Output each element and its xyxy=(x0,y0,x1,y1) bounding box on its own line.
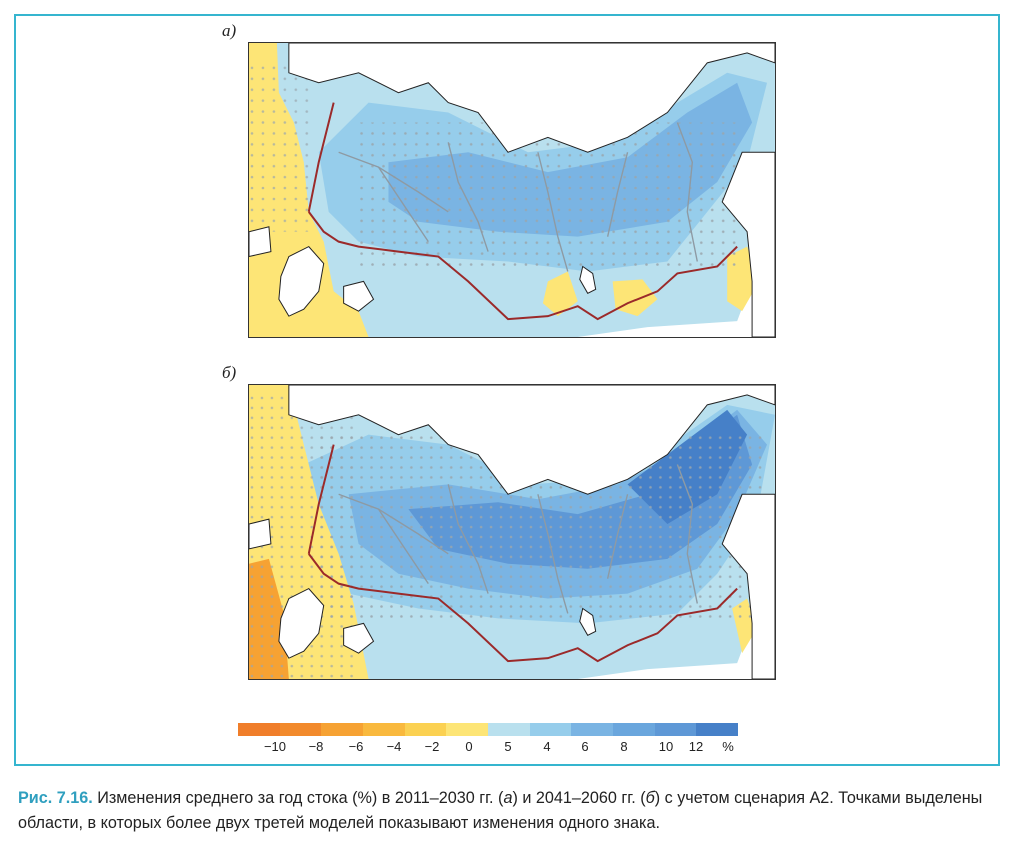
caption-text: ) с учетом сценария А2. Точками выделены… xyxy=(18,789,983,832)
legend-tick: −8 xyxy=(308,739,324,754)
legend-tick: −4 xyxy=(386,739,402,754)
caption-b-mark: б xyxy=(645,789,655,807)
dry-zone-south-2 xyxy=(612,279,658,317)
legend-tick: −6 xyxy=(348,739,364,754)
legend-tick: 5 xyxy=(504,739,512,754)
legend-swatch xyxy=(238,723,280,736)
legend-tick: 10 xyxy=(658,739,674,754)
country-border xyxy=(307,553,738,663)
legend-swatch xyxy=(613,723,655,736)
caption-text: ) и 2041–2060 гг. ( xyxy=(512,789,646,807)
legend-swatch xyxy=(529,723,572,736)
legend-swatch xyxy=(446,723,489,736)
panel-label-a: а) xyxy=(222,21,237,40)
legend-swatch xyxy=(488,723,530,736)
figure-caption: Рис. 7.16. Изменения среднего за год сто… xyxy=(18,786,1008,836)
legend-ticks: −10 −8 −6 −4 −2 0 5 4 6 8 10 12 % xyxy=(238,739,758,757)
map-panel-a xyxy=(248,42,776,338)
legend-swatch xyxy=(654,723,697,736)
legend-tick: 6 xyxy=(581,739,589,754)
legend-tick: 8 xyxy=(620,739,628,754)
panel-label-b: б) xyxy=(222,363,237,382)
legend-tick: 4 xyxy=(543,739,551,754)
runoff-change-map-a xyxy=(249,43,775,337)
legend-swatch xyxy=(279,723,322,736)
legend-swatch xyxy=(571,723,614,736)
legend-tick: 12 xyxy=(688,739,704,754)
legend-swatch xyxy=(321,723,364,736)
legend-swatch xyxy=(404,723,447,736)
caption-text: Изменения среднего за год стока (%) в 20… xyxy=(92,789,504,807)
dry-zone-south-1 xyxy=(542,271,578,317)
legend-swatch xyxy=(696,723,739,736)
legend-colorbar xyxy=(238,723,739,736)
legend-tick: 0 xyxy=(465,739,473,754)
caption-a-mark: а xyxy=(503,789,513,807)
legend-tick: −10 xyxy=(263,739,287,754)
legend-unit: % xyxy=(722,739,734,754)
figure-number: Рис. 7.16. xyxy=(18,789,93,807)
legend-tick: −2 xyxy=(424,739,440,754)
runoff-change-map-b xyxy=(249,385,775,679)
country-border xyxy=(307,211,738,321)
color-legend: −10 −8 −6 −4 −2 0 5 4 6 8 10 12 % xyxy=(238,723,739,754)
map-panel-b xyxy=(248,384,776,680)
legend-swatch xyxy=(363,723,405,736)
